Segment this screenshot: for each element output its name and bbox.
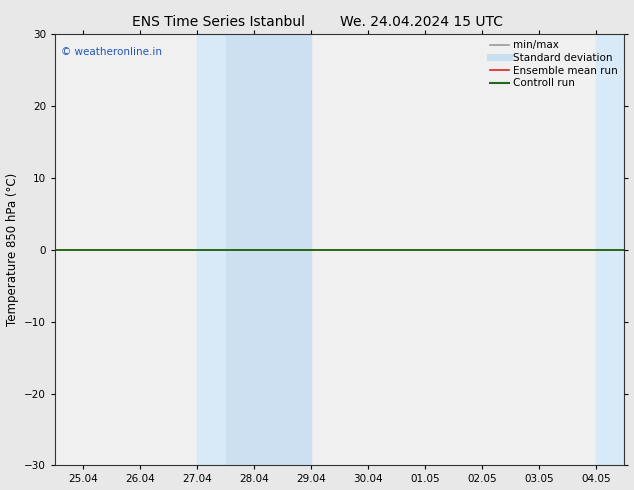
Bar: [596, 34, 624, 465]
Bar: [197, 34, 226, 465]
Bar: [624, 34, 634, 465]
Legend: min/max, Standard deviation, Ensemble mean run, Controll run: min/max, Standard deviation, Ensemble me…: [486, 36, 622, 93]
Bar: [226, 34, 311, 465]
Text: © weatheronline.in: © weatheronline.in: [61, 47, 162, 57]
Y-axis label: Temperature 850 hPa (°C): Temperature 850 hPa (°C): [6, 173, 18, 326]
Text: ENS Time Series Istanbul        We. 24.04.2024 15 UTC: ENS Time Series Istanbul We. 24.04.2024 …: [131, 15, 503, 29]
